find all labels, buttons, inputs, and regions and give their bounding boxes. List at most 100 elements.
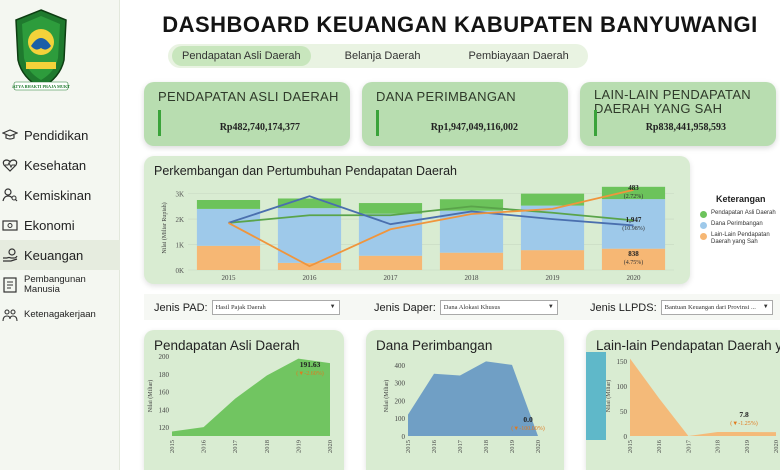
stacked-bar-segment: [196, 208, 261, 246]
y-tick-label: 200: [395, 397, 406, 405]
last-growth-label: (▼-2.60%): [296, 370, 323, 377]
legend-swatch: [700, 211, 707, 218]
tab-pendapatan-asli-daerah[interactable]: Pendapatan Asli Daerah: [172, 46, 311, 66]
tab-pembiayaan-daerah[interactable]: Pembiayaan Daerah: [468, 50, 569, 62]
legend-item-pad: Pendapatan Asli Daerah: [700, 210, 780, 218]
area-series: [630, 358, 776, 436]
select-value: Bantuan Keuangan dari Provinsi ...: [664, 304, 756, 311]
growth-line: [228, 195, 634, 227]
kpi-accent-bar: [594, 110, 597, 136]
legend-label: Lain-Lain Pendapatan Daerah yang Sah: [711, 232, 770, 245]
heart-pulse-icon: [2, 157, 18, 173]
x-tick-label: 2018: [465, 274, 480, 282]
sidebar-item-kesehatan[interactable]: Kesehatan: [0, 150, 120, 180]
filter-label: Jenis Daper:: [374, 301, 436, 314]
jenis-llpds-select[interactable]: Bantuan Keuangan dari Provinsi ... ▼: [660, 300, 773, 315]
growth-line: [228, 188, 634, 268]
x-tick-label: 2020: [535, 440, 542, 453]
legend-swatch: [700, 233, 707, 240]
legend-label: Pendapatan Asli Daerah: [711, 210, 776, 216]
y-tick-label: 2K: [175, 216, 184, 224]
stacked-bar-segment: [439, 210, 504, 253]
y-tick-label: 0K: [175, 267, 184, 275]
legend-item-lain-lain: Lain-Lain Pendapatan Daerah yang Sah: [700, 232, 780, 246]
stacked-bar-segment: [601, 248, 666, 270]
kpi-title: LAIN-LAIN PENDAPATAN DAERAH YANG SAH: [594, 87, 751, 116]
x-tick-label: 2016: [201, 439, 208, 453]
card-dana-perimbangan-trend: Dana Perimbangan 0 100 200 300 400 Nilai (Mil…: [366, 330, 564, 470]
stacked-bar-segment: [439, 252, 504, 270]
sidebar-item-ketenagakerjaan[interactable]: Ketenagakerjaan: [0, 300, 120, 330]
dana-perimbangan-area-chart: 0 100 200 300 400 Nilai (Miliar) 2015 2016 2017 2…: [383, 361, 545, 453]
y-tick-label: 0: [402, 433, 406, 441]
x-tick-label: 2019: [744, 440, 751, 453]
x-tick-label: 2020: [327, 440, 334, 453]
y-axis-label: Nilai (Miliar): [605, 380, 612, 413]
y-tick-label: 160: [159, 389, 170, 397]
kpi-card-pad: PENDAPATAN ASLI DAERAH Rp482,740,174,377: [144, 82, 350, 146]
data-label-growth: (2.72%): [624, 193, 644, 200]
last-growth-label: (▼-1.25%): [730, 420, 757, 427]
stacked-bar-segment: [196, 245, 261, 270]
filter-jenis-daper: Jenis Daper: Dana Alokasi Khusus ▼: [374, 300, 558, 315]
card-title: Dana Perimbangan: [376, 338, 493, 353]
card-lain-lain-trend: Lain-lain Pendapatan Daerah yang sah 0 50…: [586, 330, 780, 470]
pad-area-chart: 120 140 160 180 200 Nilai (Miliar) 2015 2016 201…: [147, 353, 334, 453]
y-tick-label: 150: [617, 358, 628, 366]
tab-belanja-daerah[interactable]: Belanja Daerah: [344, 50, 421, 62]
y-tick-label: 100: [395, 415, 406, 423]
y-tick-label: 140: [159, 406, 170, 414]
x-tick-label: 2019: [509, 440, 516, 453]
stacked-bar-segment: [358, 203, 423, 214]
y-tick-label: 100: [617, 383, 628, 391]
x-tick-label: 2017: [232, 439, 239, 453]
chart-legend: Keterangan Pendapatan Asli Daerah Dana P…: [700, 194, 780, 249]
kpi-value: Rp838,441,958,593: [645, 122, 726, 133]
jenis-daper-select[interactable]: Dana Alokasi Khusus ▼: [439, 300, 558, 315]
sidebar-item-kemiskinan[interactable]: Kemiskinan: [0, 180, 120, 210]
x-tick-label: 2016: [303, 274, 318, 282]
axis-band: [586, 352, 606, 440]
y-tick-label: 180: [159, 371, 170, 379]
kpi-title: DANA PERIMBANGAN: [376, 89, 516, 104]
chevron-down-icon: ▼: [329, 304, 336, 310]
kpi-card-lain-lain: LAIN-LAIN PENDAPATAN DAERAH YANG SAH Rp8…: [580, 82, 776, 146]
main-chart-title: Perkembangan dan Pertumbuhan Pendapatan …: [154, 164, 457, 178]
jenis-pad-select[interactable]: Hasil Pajak Daerah ▼: [211, 300, 340, 315]
chevron-down-icon: ▼: [547, 304, 554, 310]
y-axis-label: Nilai (Miliar): [147, 380, 154, 413]
legend-swatch: [700, 222, 707, 229]
stacked-bar-segment: [196, 200, 261, 209]
people-search-icon: [2, 187, 18, 203]
y-tick-label: 200: [159, 353, 170, 361]
sidebar-item-pembangunan-manusia[interactable]: Pembangunan Manusia: [0, 270, 120, 300]
kpi-value: Rp1,947,049,116,002: [430, 122, 518, 133]
y-tick-label: 400: [395, 362, 406, 370]
y-tick-label: 300: [395, 380, 406, 388]
filter-jenis-llpds: Jenis LLPDS: Bantuan Keuangan dari Provi…: [590, 300, 773, 315]
card-title: Lain-lain Pendapatan Daerah yang sah: [596, 338, 780, 353]
legend-title: Keterangan: [716, 194, 766, 204]
data-label-growth: (10.98%): [622, 225, 645, 232]
x-tick-label: 2018: [483, 440, 490, 453]
sidebar-item-pendidikan[interactable]: Pendidikan: [0, 120, 120, 150]
x-tick-label: 2016: [656, 439, 663, 453]
x-tick-label: 2016: [431, 439, 438, 453]
last-growth-label: (▼-100.00%): [511, 425, 544, 432]
stacked-bar-segment: [520, 250, 585, 270]
data-label-value: 1,947: [626, 216, 642, 224]
sidebar-item-ekonomi[interactable]: Ekonomi: [0, 210, 120, 240]
x-tick-label: 2018: [715, 440, 722, 453]
legend-item-dana-perimbangan: Dana Perimbangan: [700, 221, 780, 229]
card-pad-trend: Pendapatan Asli Daerah 120 140 160 180 200 Ni…: [144, 330, 344, 470]
sidebar-item-label: Ketenagakerjaan: [24, 309, 96, 320]
filter-jenis-pad: Jenis PAD: Hasil Pajak Daerah ▼: [154, 300, 340, 315]
last-value-label: 7.8: [739, 410, 749, 419]
x-tick-label: 2015: [627, 440, 634, 453]
x-tick-label: 2015: [169, 440, 176, 453]
sidebar-item-keuangan[interactable]: Keuangan: [0, 240, 120, 270]
sidebar-item-label: Pembangunan Manusia: [24, 274, 86, 295]
select-value: Hasil Pajak Daerah: [215, 304, 266, 311]
data-label-value: 838: [628, 250, 639, 258]
coins-hand-icon: [2, 247, 18, 263]
